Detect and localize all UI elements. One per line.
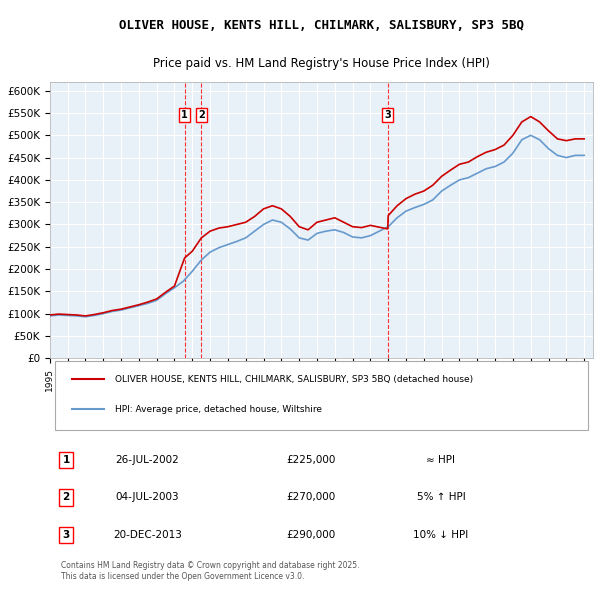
Text: 26-JUL-2002: 26-JUL-2002 [116,455,179,465]
Text: 2: 2 [62,493,70,503]
Text: ≈ HPI: ≈ HPI [427,455,455,465]
Text: 2: 2 [198,110,205,120]
Text: £270,000: £270,000 [286,493,335,503]
Text: 04-JUL-2003: 04-JUL-2003 [116,493,179,503]
Text: 3: 3 [385,110,391,120]
Text: £225,000: £225,000 [286,455,335,465]
Text: OLIVER HOUSE, KENTS HILL, CHILMARK, SALISBURY, SP3 5BQ (detached house): OLIVER HOUSE, KENTS HILL, CHILMARK, SALI… [115,375,473,384]
Text: 5% ↑ HPI: 5% ↑ HPI [416,493,466,503]
Text: Price paid vs. HM Land Registry's House Price Index (HPI): Price paid vs. HM Land Registry's House … [153,57,490,70]
FancyBboxPatch shape [55,361,587,430]
Text: HPI: Average price, detached house, Wiltshire: HPI: Average price, detached house, Wilt… [115,405,322,414]
Text: 3: 3 [62,530,70,540]
Text: Contains HM Land Registry data © Crown copyright and database right 2025.
This d: Contains HM Land Registry data © Crown c… [61,561,359,581]
Text: 1: 1 [62,455,70,465]
Text: £290,000: £290,000 [286,530,335,540]
Text: 1: 1 [181,110,188,120]
Text: 10% ↓ HPI: 10% ↓ HPI [413,530,469,540]
Text: OLIVER HOUSE, KENTS HILL, CHILMARK, SALISBURY, SP3 5BQ: OLIVER HOUSE, KENTS HILL, CHILMARK, SALI… [119,19,524,32]
Text: 20-DEC-2013: 20-DEC-2013 [113,530,182,540]
